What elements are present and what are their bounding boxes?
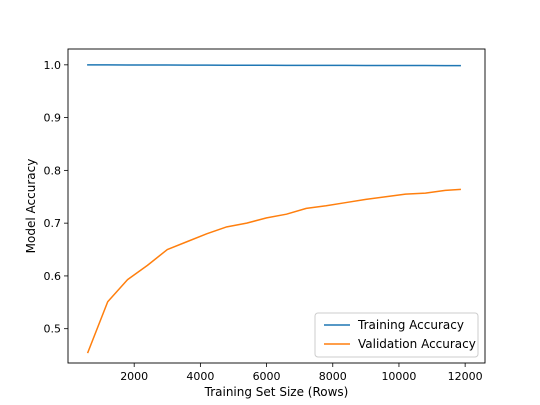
series-lines [86,64,461,354]
x-tick-label: 10000 [381,370,416,383]
y-tick-label: 0.8 [44,164,62,177]
legend-label-validation: Validation Accuracy [358,337,476,351]
legend: Training Accuracy Validation Accuracy [314,312,479,358]
y-tick-label: 0.6 [44,270,62,283]
x-tick-label: 4000 [186,370,214,383]
x-axis-ticks: 2000 4000 6000 8000 10000 12000 [120,363,483,383]
plot-area-frame [67,48,486,364]
legend-label-training: Training Accuracy [357,318,464,332]
x-tick-label: 2000 [120,370,148,383]
y-tick-label: 0.5 [44,323,62,336]
x-tick-label: 8000 [319,370,347,383]
y-axis-ticks: 0.5 0.6 0.7 0.8 0.9 1.0 [44,59,68,336]
y-tick-label: 0.7 [44,217,62,230]
y-tick-label: 0.9 [44,112,62,125]
x-tick-label: 6000 [253,370,281,383]
y-tick-label: 1.0 [44,59,62,72]
y-axis-label: Model Accuracy [24,159,38,254]
x-axis-label: Training Set Size (Rows) [204,385,349,399]
series-line-training [87,64,461,67]
x-tick-label: 12000 [448,370,483,383]
legend-box [314,312,479,358]
series-line-validation [86,188,461,354]
